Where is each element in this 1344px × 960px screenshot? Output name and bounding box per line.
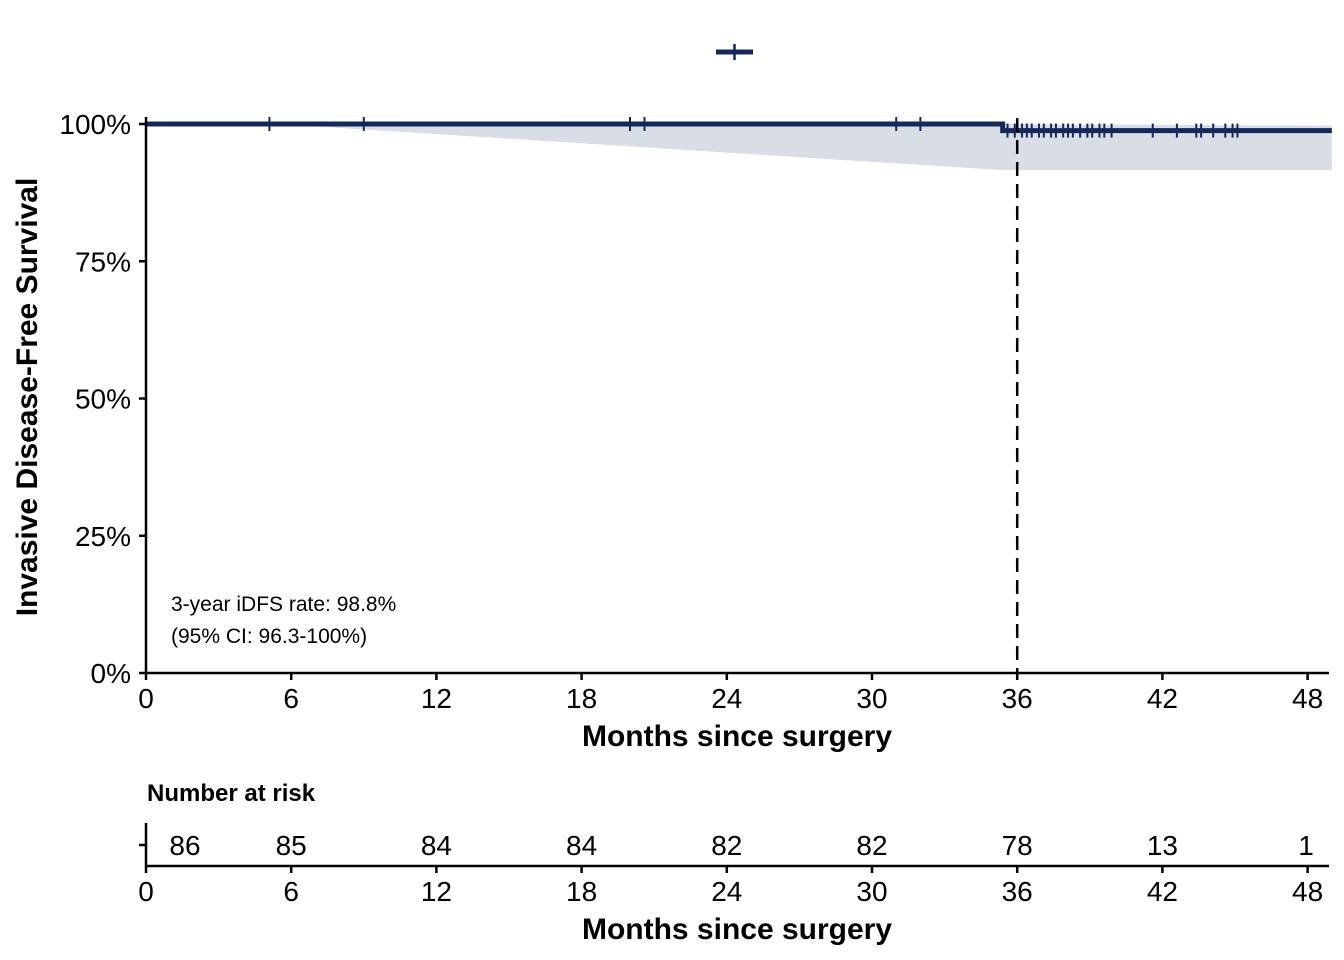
x-tick-label: 12 xyxy=(421,683,452,714)
risk-count: 82 xyxy=(711,830,742,861)
risk-x-tick-label: 18 xyxy=(566,876,597,907)
main-plot: 0% 25% 50% 75% 100% 0 6 12 18 24 30 36 42 48 3-year … xyxy=(11,109,1332,753)
risk-count: 84 xyxy=(566,830,597,861)
legend xyxy=(716,44,753,60)
x-tick-label: 24 xyxy=(711,683,742,714)
risk-x-axis-ticks: 0 6 12 18 24 30 36 42 48 xyxy=(138,866,1323,907)
risk-x-tick-label: 6 xyxy=(283,876,299,907)
x-tick-label: 18 xyxy=(566,683,597,714)
y-tick-label: 75% xyxy=(75,246,131,277)
y-axis-ticks: 0% 25% 50% 75% 100% xyxy=(59,109,146,689)
risk-count: 13 xyxy=(1147,830,1178,861)
annotation-ci: (95% CI: 96.3-100%) xyxy=(171,625,367,648)
y-tick-label: 50% xyxy=(75,384,131,415)
x-tick-label: 48 xyxy=(1292,683,1323,714)
risk-count: 84 xyxy=(421,830,452,861)
risk-x-tick-label: 24 xyxy=(711,876,742,907)
x-tick-label: 6 xyxy=(283,683,299,714)
x-tick-label: 30 xyxy=(856,683,887,714)
y-tick-label: 25% xyxy=(75,521,131,552)
risk-table-title: Number at risk xyxy=(147,780,316,807)
confidence-band xyxy=(146,124,1332,171)
risk-x-tick-label: 36 xyxy=(1002,876,1033,907)
x-tick-label: 42 xyxy=(1147,683,1178,714)
x-axis-ticks: 0 6 12 18 24 30 36 42 48 xyxy=(138,673,1323,714)
y-axis-title: Invasive Disease-Free Survival xyxy=(11,178,44,617)
risk-count: 78 xyxy=(1002,830,1033,861)
y-tick-label: 0% xyxy=(91,658,131,689)
risk-count: 85 xyxy=(276,830,307,861)
x-tick-label: 36 xyxy=(1002,683,1033,714)
risk-count: 82 xyxy=(856,830,887,861)
risk-x-tick-label: 48 xyxy=(1292,876,1323,907)
risk-table: Number at risk 86 85 84 84 82 82 78 13 1 0 6 12 18 2… xyxy=(138,780,1329,946)
annotation-rate: 3-year iDFS rate: 98.8% xyxy=(171,593,396,616)
risk-count: 86 xyxy=(169,830,200,861)
x-tick-label: 0 xyxy=(138,683,154,714)
survival-curve xyxy=(146,121,1332,134)
risk-x-axis-title: Months since surgery xyxy=(582,913,892,946)
risk-x-tick-label: 30 xyxy=(856,876,887,907)
risk-counts: 86 85 84 84 82 82 78 13 1 xyxy=(169,830,1313,861)
risk-x-tick-label: 42 xyxy=(1147,876,1178,907)
risk-count: 1 xyxy=(1298,830,1314,861)
x-axis-title: Months since surgery xyxy=(582,720,892,753)
risk-x-tick-label: 12 xyxy=(421,876,452,907)
censor-marks xyxy=(268,117,1239,138)
risk-x-tick-label: 0 xyxy=(138,876,154,907)
y-tick-label: 100% xyxy=(59,109,131,140)
